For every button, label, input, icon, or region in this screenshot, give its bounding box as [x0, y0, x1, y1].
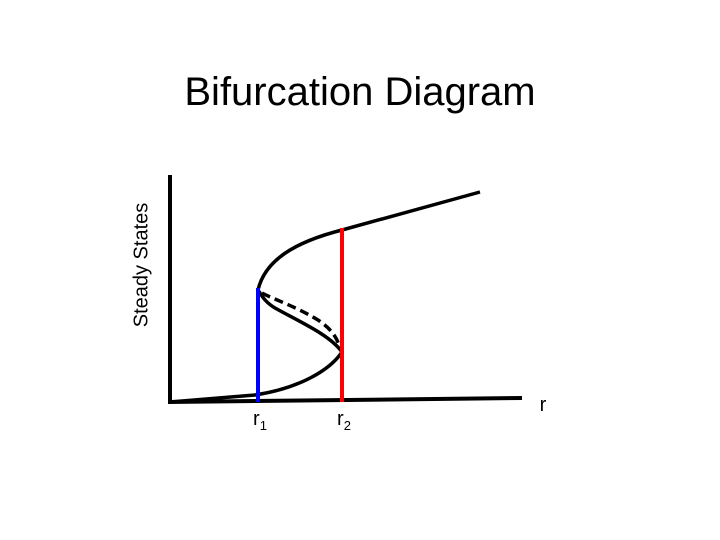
r2-label: r2: [337, 408, 351, 433]
middle-unstable-branch: [256, 289, 344, 354]
r1-label: r1: [253, 408, 267, 433]
x-axis-label: r: [539, 394, 547, 416]
dashed-unstable-branch: [261, 291, 341, 346]
x-axis: [167, 396, 523, 404]
diagram-title: Bifurcation Diagram: [184, 70, 536, 114]
upper-stable-branch: [256, 190, 481, 291]
